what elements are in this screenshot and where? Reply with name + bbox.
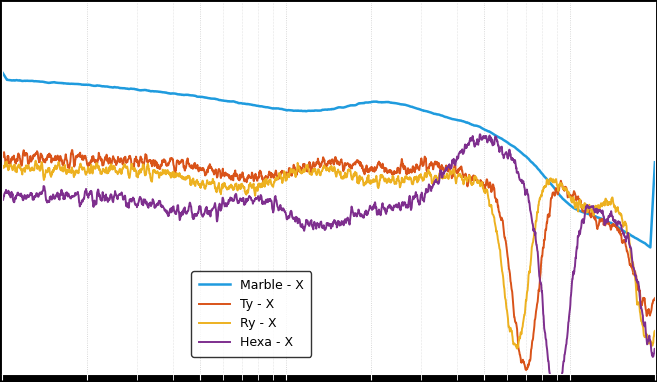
- Hexa - X: [32, 194, 39, 199]
- Ry - X: [512, 345, 520, 350]
- Ty - X: [298, 166, 306, 170]
- Ry - X: [32, 159, 39, 163]
- Ry - X: [32, 159, 39, 163]
- Line: Hexa - X: Hexa - X: [2, 134, 655, 382]
- Marble - X: [632, 236, 640, 240]
- Marble - X: [632, 236, 640, 241]
- Marble - X: [298, 109, 306, 113]
- Hexa - X: [315, 223, 323, 227]
- Ry - X: [651, 329, 657, 333]
- Ty - X: [512, 323, 520, 327]
- Marble - X: [315, 108, 323, 113]
- Ty - X: [651, 296, 657, 300]
- Hexa - X: [632, 278, 640, 282]
- Marble - X: [646, 245, 654, 250]
- Ty - X: [632, 274, 640, 278]
- Hexa - X: [298, 222, 306, 226]
- Ty - X: [316, 165, 324, 170]
- Ty - X: [0, 155, 6, 160]
- Hexa - X: [512, 165, 520, 170]
- Hexa - X: [651, 347, 657, 351]
- Ry - X: [513, 346, 521, 351]
- Ry - X: [316, 173, 324, 177]
- Ry - X: [632, 292, 640, 296]
- Hexa - X: [633, 278, 641, 283]
- Legend: Marble - X, Ty - X, Ry - X, Hexa - X: Marble - X, Ty - X, Ry - X, Hexa - X: [191, 271, 311, 357]
- Ty - X: [633, 278, 641, 283]
- Ty - X: [68, 148, 76, 152]
- Marble - X: [651, 160, 657, 165]
- Ty - X: [522, 367, 530, 372]
- Hexa - X: [0, 196, 6, 201]
- Ty - X: [32, 152, 39, 157]
- Ry - X: [0, 166, 6, 171]
- Marble - X: [32, 79, 39, 83]
- Ry - X: [298, 170, 306, 174]
- Hexa - X: [476, 132, 484, 137]
- Marble - X: [0, 70, 6, 74]
- Marble - X: [512, 146, 520, 151]
- Line: Marble - X: Marble - X: [2, 72, 655, 248]
- Line: Ty - X: Ty - X: [2, 150, 655, 370]
- Line: Ry - X: Ry - X: [2, 161, 655, 349]
- Ry - X: [633, 296, 641, 301]
